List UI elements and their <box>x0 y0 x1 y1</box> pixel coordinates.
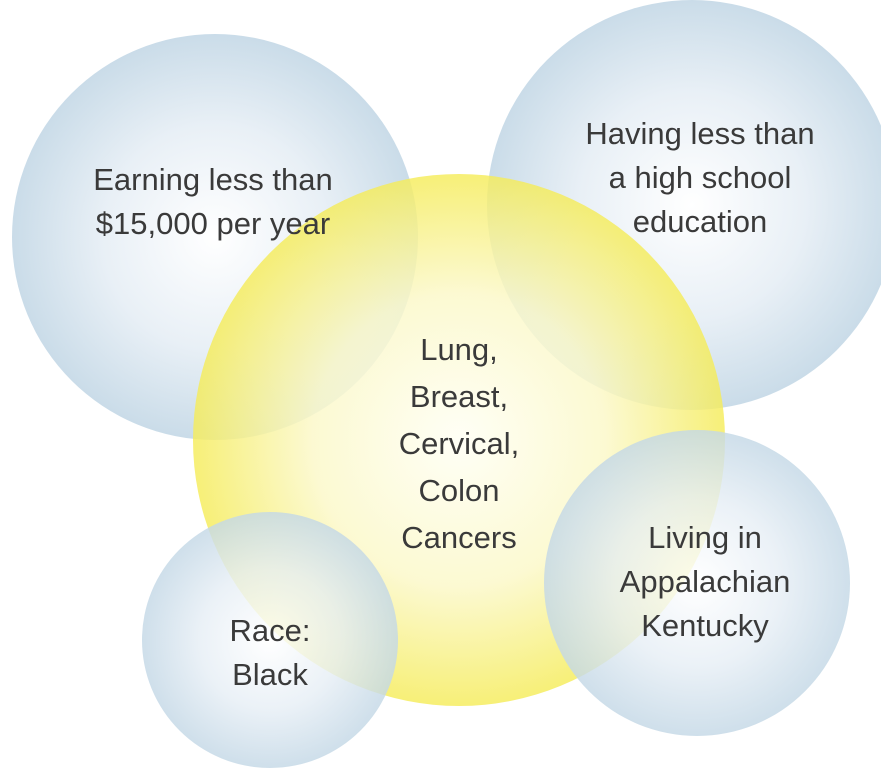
labels: Lung, Breast, Cervical, Colon Cancers Earning… <box>93 116 814 692</box>
label-line: education <box>633 204 767 239</box>
label-line: Earning less than <box>93 162 333 197</box>
label-line: Cervical, <box>399 426 520 461</box>
label-line: Kentucky <box>641 608 769 643</box>
label-line: a high school <box>609 160 792 195</box>
label-line: Lung, <box>420 332 498 367</box>
label-line: Race: <box>230 613 311 648</box>
label-line: $15,000 per year <box>96 206 330 241</box>
label-line: Living in <box>648 520 762 555</box>
label-line: Breast, <box>410 379 508 414</box>
label-line: Having less than <box>585 116 814 151</box>
label-line: Colon <box>419 473 500 508</box>
label-line: Appalachian <box>620 564 791 599</box>
label-line: Black <box>232 657 308 692</box>
factor-circle <box>142 512 398 768</box>
factor-circle <box>544 430 850 736</box>
label-line: Cancers <box>401 520 516 555</box>
